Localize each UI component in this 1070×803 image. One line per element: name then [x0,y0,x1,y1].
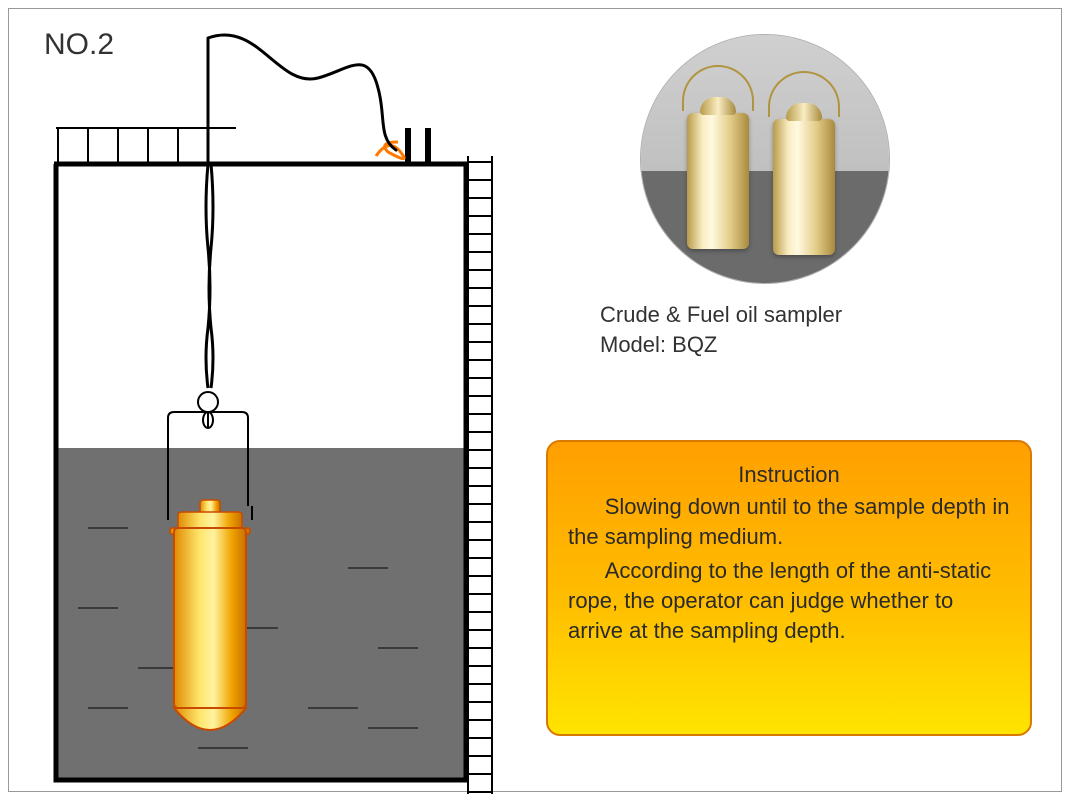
instruction-box: Instruction Slowing down until to the sa… [546,440,1032,736]
instruction-p1: Slowing down until to the sample depth i… [568,492,1010,552]
tank-diagram [18,8,508,788]
instruction-title: Instruction [568,460,1010,490]
product-caption: Crude & Fuel oil sampler Model: BQZ [600,300,842,360]
diagram-svg [18,8,508,798]
product-caption-line1: Crude & Fuel oil sampler [600,300,842,330]
product-photo [640,34,890,284]
product-caption-line2: Model: BQZ [600,330,842,360]
instruction-p2: According to the length of the anti-stat… [568,556,1010,646]
